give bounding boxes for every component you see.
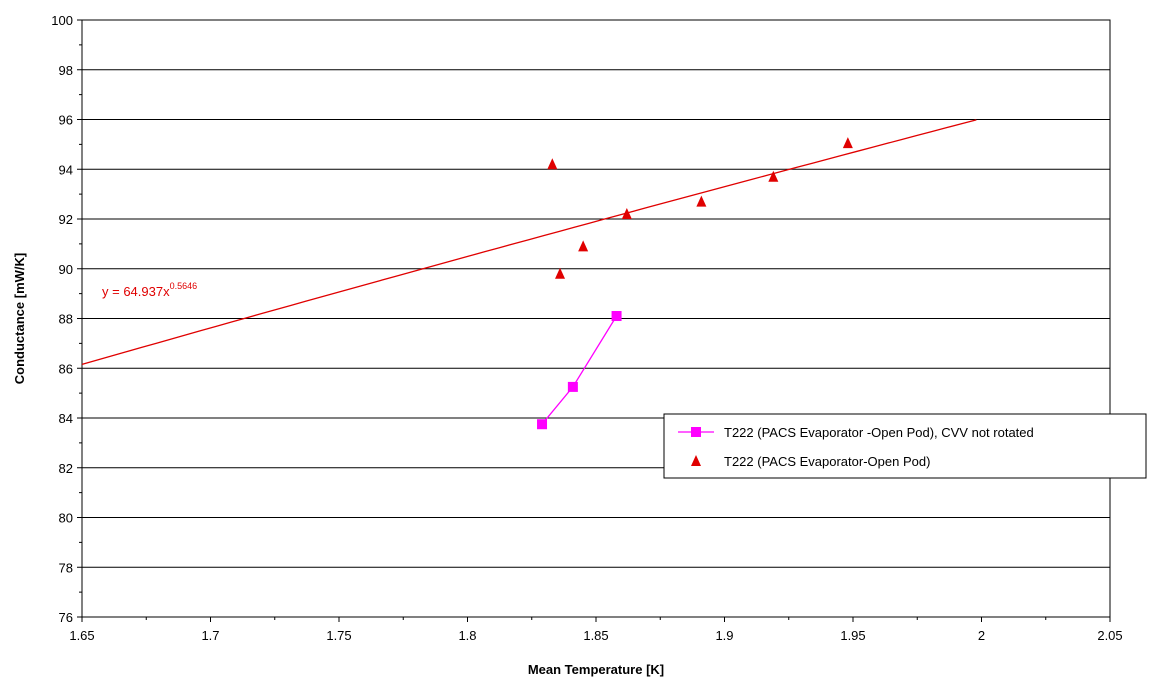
legend-layer: T222 (PACS Evaporator -Open Pod), CVV no… [663, 413, 1147, 479]
data-point-series-1 [621, 208, 632, 220]
y-tick-label: 84 [59, 411, 73, 426]
trendline-equation: y = 64.937x0.5646 [102, 281, 197, 299]
axes-layer [77, 19, 1111, 622]
x-tick-label: 1.7 [201, 628, 219, 643]
data-point-series-0 [611, 311, 622, 322]
data-point-series-1 [578, 240, 589, 252]
trend-layer [81, 119, 977, 366]
legend-label-1: T222 (PACS Evaporator-Open Pod) [724, 454, 930, 469]
y-tick-label: 94 [59, 162, 73, 177]
y-tick-label: 76 [59, 610, 73, 625]
x-tick-label: 1.75 [326, 628, 351, 643]
y-tick-label: 96 [59, 113, 73, 128]
data-point-series-0 [537, 419, 548, 430]
data-point-series-1 [547, 158, 558, 170]
y-tick-label: 100 [51, 13, 73, 28]
data-point-series-0 [567, 381, 578, 392]
x-tick-label: 1.65 [69, 628, 94, 643]
plot-frame [81, 19, 1111, 618]
legend-box [663, 413, 1147, 479]
y-tick-label: 80 [59, 511, 73, 526]
x-tick-label: 1.8 [458, 628, 476, 643]
y-tick-label: 88 [59, 312, 73, 327]
trendline [81, 119, 977, 366]
x-tick-label: 1.85 [583, 628, 608, 643]
trendline-equation-base: y = 64.937x [102, 284, 170, 299]
text-layer: 76 78 80 82 84 86 88 90 92 94 96 98 100 1.65 1.7 1.75 1.… [12, 13, 1123, 677]
x-tick-label: 1.95 [840, 628, 865, 643]
trendline-equation-exponent: 0.5646 [170, 281, 198, 291]
x-tick-label: 1.9 [715, 628, 733, 643]
x-tick-label: 2.05 [1097, 628, 1122, 643]
data-point-series-1 [696, 195, 707, 207]
grid-layer [82, 69, 1110, 568]
legend-label-0: T222 (PACS Evaporator -Open Pod), CVV no… [724, 425, 1034, 440]
y-tick-label: 82 [59, 461, 73, 476]
legend-marker-1 [691, 455, 701, 466]
y-tick-label: 90 [59, 262, 73, 277]
y-tick-label: 86 [59, 361, 73, 376]
series-layer [537, 137, 853, 430]
y-tick-label: 78 [59, 560, 73, 575]
y-tick-label: 92 [59, 212, 73, 227]
x-tick-label: 2 [978, 628, 985, 643]
data-point-series-1 [555, 267, 566, 279]
y-axis-title: Conductance [mW/K] [12, 253, 27, 384]
data-point-series-1 [768, 170, 779, 182]
y-tick-label: 98 [59, 63, 73, 78]
x-axis-title: Mean Temperature [K] [528, 662, 664, 677]
data-point-series-1 [842, 137, 853, 149]
legend-marker-0 [691, 427, 701, 437]
series-line-0 [541, 315, 618, 425]
